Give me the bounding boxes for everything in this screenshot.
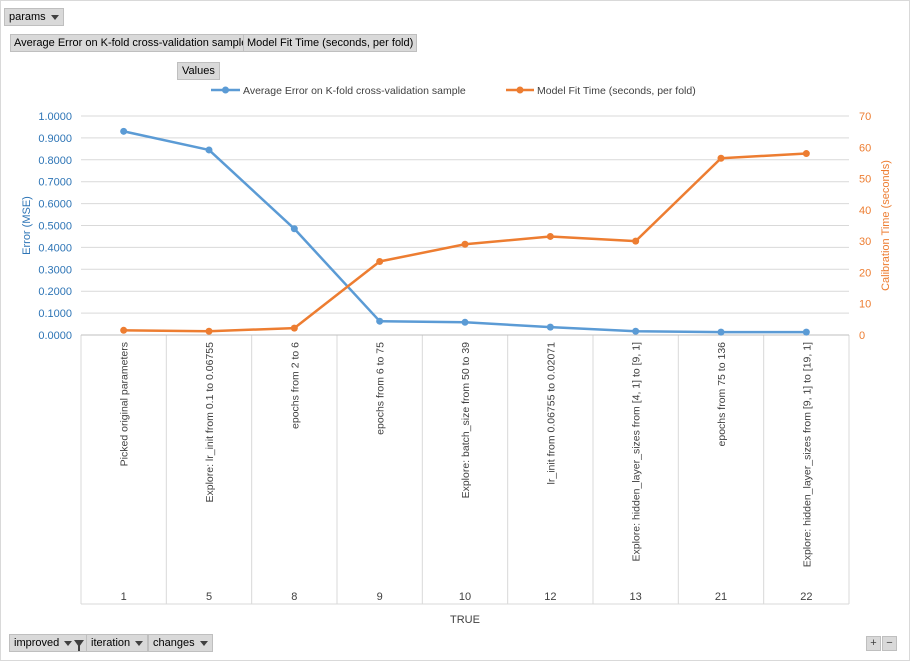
x-category-label: epochs from 75 to 136 [716, 342, 728, 447]
fit-time-data-point [802, 150, 810, 158]
series-button-fit-time[interactable]: Model Fit Time (seconds, per fold) [243, 34, 418, 52]
x-category-label: epochs from 2 to 6 [289, 342, 301, 429]
series-button-fit-time-label: Model Fit Time (seconds, per fold) [247, 37, 414, 49]
iteration-filter-label: iteration [91, 637, 131, 649]
x-category-label: epochs from 6 to 75 [375, 342, 387, 435]
y-left-tick-label: 0.0000 [38, 330, 72, 342]
y-right-tick-label: 70 [859, 111, 871, 123]
legend-entry-label: Average Error on K-fold cross-validation… [243, 85, 466, 97]
zoom-out-button[interactable]: − [882, 636, 897, 651]
error-data-point [632, 327, 640, 335]
legend-swatch-marker [222, 86, 229, 94]
y-right-tick-label: 60 [859, 142, 871, 154]
y-left-tick-label: 0.3000 [38, 264, 72, 276]
x-iteration-label: 13 [630, 591, 642, 603]
chevron-down-icon [64, 640, 73, 646]
error-data-point [290, 225, 298, 233]
error-data-point [461, 318, 469, 326]
fit-time-data-point [717, 154, 725, 162]
error-data-point [205, 146, 213, 154]
fit-time-data-point [376, 257, 384, 265]
y-left-axis-title: Error (MSE) [21, 196, 33, 255]
x-iteration-label: 10 [459, 591, 471, 603]
y-right-tick-label: 40 [859, 205, 871, 217]
error-data-point [546, 323, 554, 331]
x-category-label: Explore: batch_size from 50 to 39 [460, 342, 472, 499]
series-button-error[interactable]: Average Error on K-fold cross-validation… [10, 34, 252, 52]
y-right-tick-label: 50 [859, 174, 871, 186]
y-left-tick-label: 1.0000 [38, 111, 72, 123]
y-left-tick-label: 0.2000 [38, 286, 72, 298]
x-category-label: Explore: lr_init from 0.1 to 0.06755 [204, 342, 216, 503]
fit-time-data-point [290, 324, 298, 332]
error-data-point [717, 328, 725, 336]
error-data-point [802, 328, 810, 336]
y-left-tick-label: 0.9000 [38, 133, 72, 145]
x-iteration-label: 1 [121, 591, 127, 603]
fit-time-data-point [205, 327, 213, 335]
iteration-filter-button[interactable]: iteration [86, 634, 149, 652]
legend-entry-label: Model Fit Time (seconds, per fold) [537, 85, 696, 97]
y-left-tick-label: 0.1000 [38, 308, 72, 320]
fit-time-data-point [632, 237, 640, 245]
y-right-tick-label: 10 [859, 299, 871, 311]
fit-time-data-point [546, 232, 554, 240]
chevron-down-icon [135, 640, 144, 646]
plus-icon: + [870, 637, 877, 649]
improved-filter-label: improved [14, 637, 60, 649]
x-iteration-label: 8 [291, 591, 297, 603]
zoom-in-button[interactable]: + [866, 636, 881, 651]
y-left-tick-label: 0.5000 [38, 221, 72, 233]
legend-swatch-marker [516, 86, 524, 94]
error-data-point [376, 317, 384, 325]
values-field-label: Values [182, 65, 215, 77]
y-left-tick-label: 0.6000 [38, 199, 72, 211]
y-left-tick-label: 0.7000 [38, 177, 72, 189]
x-iteration-label: 5 [206, 591, 212, 603]
x-axis-title: TRUE [450, 614, 480, 626]
y-right-axis-title: Calibration Time (seconds) [880, 160, 892, 291]
fit-time-data-point [120, 326, 128, 334]
params-filter-label: params [9, 11, 46, 23]
y-left-tick-label: 0.8000 [38, 155, 72, 167]
values-field-button[interactable]: Values [177, 62, 220, 80]
chevron-down-icon [50, 14, 59, 20]
error-series-line [123, 130, 807, 334]
x-category-label: Picked original parameters [119, 342, 131, 466]
x-category-label: Explore: hidden_layer_sizes from [4, 1] … [631, 342, 643, 562]
x-category-label: Explore: hidden_layer_sizes from [9, 1] … [801, 342, 813, 567]
changes-filter-button[interactable]: changes [148, 634, 213, 652]
params-filter-button[interactable]: params [4, 8, 64, 26]
y-right-tick-label: 0 [859, 330, 865, 342]
changes-filter-label: changes [153, 637, 195, 649]
x-iteration-label: 9 [377, 591, 383, 603]
y-left-tick-label: 0.4000 [38, 242, 72, 254]
x-iteration-label: 12 [544, 591, 556, 603]
fit-time-data-point [461, 240, 469, 248]
y-right-tick-label: 30 [859, 236, 871, 248]
error-data-point [120, 127, 128, 135]
x-category-label: lr_init from 0.06755 to 0.02071 [545, 342, 557, 485]
y-right-tick-label: 20 [859, 267, 871, 279]
x-iteration-label: 21 [715, 591, 727, 603]
minus-icon: − [886, 637, 893, 649]
improved-filter-button[interactable]: improved [9, 634, 90, 652]
chevron-down-icon [199, 640, 208, 646]
filter-funnel-icon [74, 639, 85, 651]
series-button-error-label: Average Error on K-fold cross-validation… [14, 37, 248, 49]
x-iteration-label: 22 [800, 591, 812, 603]
